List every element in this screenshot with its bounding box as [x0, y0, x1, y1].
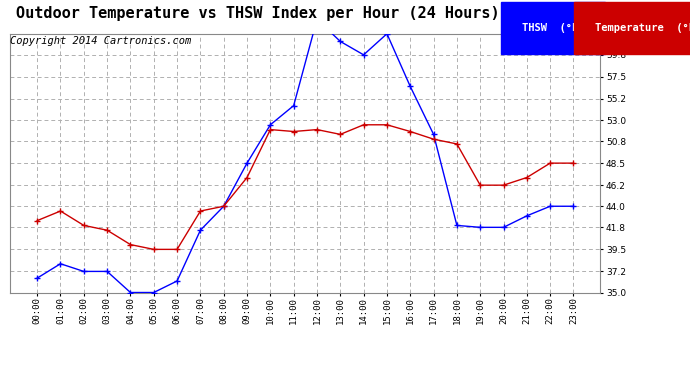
Text: Outdoor Temperature vs THSW Index per Hour (24 Hours)  20140506: Outdoor Temperature vs THSW Index per Ho…	[16, 6, 591, 21]
Text: THSW  (°F): THSW (°F)	[522, 23, 584, 33]
Text: Copyright 2014 Cartronics.com: Copyright 2014 Cartronics.com	[10, 36, 192, 46]
Text: Temperature  (°F): Temperature (°F)	[595, 23, 690, 33]
